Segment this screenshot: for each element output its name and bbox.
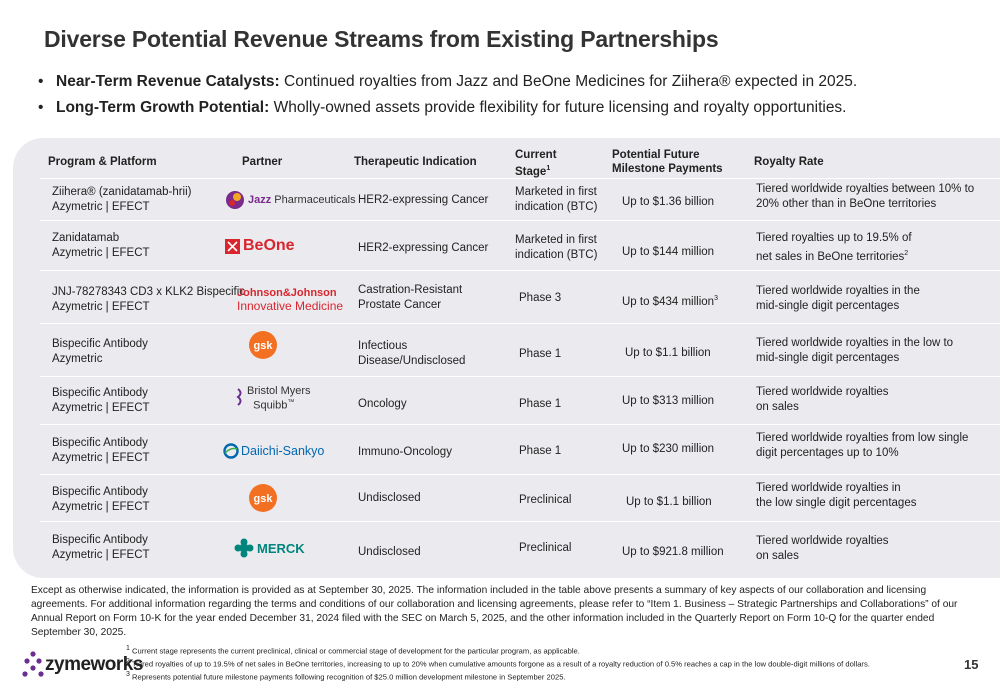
milestone-cell: Up to $313 million <box>622 395 715 407</box>
program-cell: Zanidatamab Azymetric | EFECT <box>52 232 150 259</box>
program-cell: Bispecific Antibody Azymetric <box>52 338 148 365</box>
table-panel <box>13 138 1000 578</box>
daiichi-sankyo-logo: Daiichi-Sankyo <box>223 438 324 464</box>
header-royalty: Royalty Rate <box>754 156 824 168</box>
footer-text: Except as otherwise indicated, the infor… <box>31 585 958 638</box>
program-cell: Ziihera® (zanidatamab-hrii) Azymetric | E… <box>52 186 192 213</box>
bullet-item: • Long-Term Growth Potential: Wholly-owne… <box>38 99 847 116</box>
header-partner: Partner <box>242 156 283 168</box>
table-row: Zanidatamab Azymetric | EFECT BeOne HER2-… <box>40 220 1000 271</box>
stage-cell: Preclinical <box>519 542 572 554</box>
royalty-cell: Tiered worldwide royalties on sales <box>756 386 889 413</box>
johnson-johnson-logo: Johnson&Johnson Innovative Medicine <box>237 287 344 313</box>
stage-cell: Phase 1 <box>519 348 562 360</box>
indication-cell: Undisclosed <box>358 492 421 504</box>
milestone-cell: Up to $230 million <box>622 443 715 455</box>
milestone-cell: Up to $1.1 billion <box>626 496 712 508</box>
indication-cell: Immuno-Oncology <box>358 446 452 458</box>
header-stage: Current Stage1 <box>515 149 557 178</box>
stage-cell: Marketed in first indication (BTC) <box>515 234 598 261</box>
footnote: 1 Current stage represents the current p… <box>126 645 580 656</box>
royalty-cell: Tiered worldwide royalties in the mid-sin… <box>756 285 920 312</box>
table-row: Bispecific Antibody Azymetric | EFECT Bri… <box>40 376 1000 425</box>
indication-cell: Infectious Disease/Undisclosed <box>358 340 466 367</box>
stage-cell: Phase 1 <box>519 445 562 457</box>
bristol-myers-squibb-logo: Bristol Myers Squibb™ <box>235 385 311 411</box>
bullet-item: • Near-Term Revenue Catalysts: Continued … <box>38 73 858 90</box>
table-row: Bispecific Antibody Azymetric | EFECT Dai… <box>40 424 1000 475</box>
milestone-cell: Up to $434 million3 <box>622 295 718 308</box>
milestone-cell: Up to $921.8 million <box>622 546 724 558</box>
milestone-cell: Up to $144 million <box>622 246 715 258</box>
indication-cell: HER2-expressing Cancer <box>358 242 489 254</box>
table-row: Bispecific Antibody Azymetric | EFECT MER… <box>40 521 1000 577</box>
royalty-cell: Tiered worldwide royalties between 10% t… <box>756 183 975 210</box>
table-row: Bispecific Antibody Azymetric | EFECT gsk… <box>40 474 1000 522</box>
indication-cell: Oncology <box>358 398 407 410</box>
zymeworks-logo: zymeworks <box>22 650 143 680</box>
gsk-logo: gsk <box>248 331 278 359</box>
royalty-cell: Tiered worldwide royalties in the low sin… <box>756 482 917 509</box>
indication-cell: HER2-expressing Cancer <box>358 194 489 206</box>
page-title: Diverse Potential Revenue Streams from E… <box>44 26 719 52</box>
bullet-list: • Near-Term Revenue Catalysts: Continued … <box>38 73 857 125</box>
header-indication: Therapeutic Indication <box>354 156 477 168</box>
svg-text:gsk: gsk <box>254 493 274 505</box>
milestone-cell: Up to $1.1 billion <box>625 347 711 359</box>
stage-cell: Phase 1 <box>519 398 562 410</box>
zymeworks-mark-icon <box>22 651 44 677</box>
stage-cell: Preclinical <box>519 494 572 506</box>
stage-cell: Phase 3 <box>519 292 562 304</box>
beone-logo: BeOne <box>225 233 295 259</box>
gsk-logo: gsk <box>248 484 278 512</box>
table-row: Bispecific Antibody Azymetric gsk Infecti… <box>40 323 1000 377</box>
table-row: Ziihera® (zanidatamab-hrii) Azymetric | E… <box>40 178 1000 221</box>
header-milestone: Potential Future Milestone Payments <box>612 149 723 175</box>
footnote: 2 Tiered royalties of up to 19.5% of net… <box>126 658 870 669</box>
royalty-cell: Tiered worldwide royalties from low sing… <box>756 432 969 459</box>
table-row: JNJ-78278343 CD3 x KLK2 Bispecific Azymet… <box>40 270 1000 324</box>
royalty-cell: Tiered worldwide royalties in the low to… <box>756 337 954 364</box>
page-number: 15 <box>964 657 979 672</box>
royalty-cell: Tiered royalties up to 19.5% of net sales… <box>756 232 912 263</box>
footnote: 3 Represents potential future milestone … <box>126 671 566 682</box>
milestone-cell: Up to $1.36 billion <box>622 196 715 208</box>
program-cell: Bispecific Antibody Azymetric | EFECT <box>52 486 150 513</box>
royalty-cell: Tiered worldwide royalties on sales <box>756 535 889 562</box>
program-cell: Bispecific Antibody Azymetric | EFECT <box>52 534 150 561</box>
indication-cell: Undisclosed <box>358 546 421 558</box>
merck-logo: MERCK <box>234 535 305 561</box>
program-cell: Bispecific Antibody Azymetric | EFECT <box>52 437 150 464</box>
indication-cell: Castration-Resistant Prostate Cancer <box>358 284 463 311</box>
footnotes: 1 Current stage represents the current p… <box>126 644 870 683</box>
jazz-pharmaceuticals-logo: Jazz Pharmaceuticals <box>225 187 356 213</box>
header-program: Program & Platform <box>48 156 157 168</box>
program-cell: Bispecific Antibody Azymetric | EFECT <box>52 387 150 414</box>
svg-text:gsk: gsk <box>254 340 274 352</box>
program-cell: JNJ-78278343 CD3 x KLK2 Bispecific Azymet… <box>52 286 246 313</box>
stage-cell: Marketed in first indication (BTC) <box>515 186 598 213</box>
